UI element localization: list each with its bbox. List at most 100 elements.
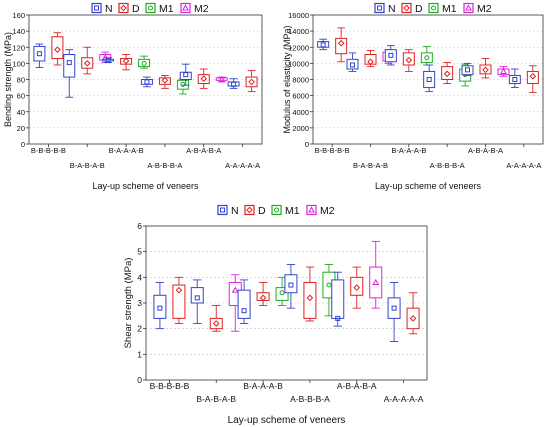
legend-item: N [374, 2, 396, 15]
box-body [197, 74, 210, 85]
box-mean-marker [54, 46, 61, 53]
box-body [461, 65, 474, 76]
box-mean-marker [218, 75, 226, 82]
y-tick-label: 1 [137, 349, 142, 359]
legend-label: M2 [194, 3, 209, 15]
box-mean-marker [175, 286, 183, 294]
box-body [479, 64, 492, 75]
legend-label: M2 [320, 205, 335, 217]
box-plot [237, 279, 251, 324]
y-tick-label: 120 [12, 43, 25, 52]
box-plot [190, 279, 204, 324]
box-plot [387, 282, 401, 342]
box-plot [479, 58, 492, 79]
y-tick-label: 2000 [292, 124, 309, 133]
box-body [179, 71, 192, 81]
box-plot [179, 63, 192, 86]
legend-marker [220, 207, 225, 213]
legend-swatch [244, 204, 255, 216]
box-mean-marker [465, 67, 470, 73]
x-tick-label: B-A-B-A-B [353, 161, 388, 170]
chart-legend: N D M1 M2 [91, 2, 209, 15]
legend-marker [274, 207, 279, 213]
box-plot [350, 266, 364, 309]
legend-item: M1 [145, 2, 174, 15]
box-body [387, 297, 401, 319]
legend-swatch [463, 2, 474, 14]
y-tick-label: 80 [17, 76, 25, 85]
chart-legend: N D M1 M2 [374, 2, 492, 15]
legend-marker [377, 5, 382, 11]
box-plot [176, 78, 189, 95]
box-plot [284, 264, 298, 309]
box-mean-marker [388, 52, 394, 58]
legend-swatch [91, 2, 102, 14]
box-plot [441, 62, 454, 84]
plot-frame [28, 14, 263, 145]
legend-swatch [271, 204, 282, 216]
box-plot [172, 276, 186, 324]
legend-label: D [258, 205, 266, 217]
x-axis-label: Lay-up scheme of veneers [92, 181, 199, 191]
legend-swatch [401, 2, 412, 14]
box-mean-marker [194, 295, 200, 301]
box-plot [140, 76, 153, 88]
box-mean-marker [337, 39, 345, 47]
box-body [346, 58, 359, 70]
y-tick-label: 10000 [288, 59, 309, 68]
y-tick-label: 40 [17, 108, 25, 117]
box-mean-marker [367, 58, 374, 66]
y-tick-label: 3 [137, 298, 142, 308]
box-plot [331, 271, 345, 327]
box-plot [197, 68, 210, 89]
legend-marker [120, 4, 127, 12]
box-mean-marker [248, 78, 255, 86]
box-plot [209, 305, 223, 332]
legend-swatch [118, 2, 129, 14]
box-plot [423, 64, 436, 93]
plot-frame [145, 225, 428, 381]
y-tick-label: 4000 [292, 108, 309, 117]
box-mean-marker [66, 60, 72, 66]
y-tick-label: 4 [137, 272, 142, 282]
box-plot [158, 75, 171, 89]
legend-item: M1 [428, 2, 457, 15]
box-body [190, 287, 204, 304]
box-mean-marker [180, 81, 186, 87]
box-mean-marker [144, 79, 150, 85]
box-plot [406, 292, 420, 335]
box-mean-marker [231, 81, 237, 87]
box-mean-marker [231, 286, 239, 293]
legend-item: M2 [463, 2, 492, 15]
box-plot [303, 266, 317, 322]
x-tick-label: B-A-A-A-B [391, 146, 426, 155]
box-body [237, 289, 251, 319]
box-plot [369, 240, 383, 309]
y-tick-label: 20 [17, 124, 25, 133]
box-plot [256, 282, 270, 307]
box-plot [215, 75, 228, 83]
box-body [245, 76, 258, 88]
legend-swatch [306, 204, 317, 216]
box-body [102, 58, 115, 62]
legend-item: N [91, 2, 113, 15]
box-mean-marker [83, 60, 91, 67]
box-body [138, 58, 151, 68]
legend-label: M1 [442, 3, 457, 15]
box-body [215, 77, 228, 81]
box-plot [508, 68, 521, 89]
legend-marker [94, 5, 99, 11]
box-mean-marker [500, 67, 507, 74]
x-tick-label: B-A-A-A-B [243, 381, 283, 391]
box-body [350, 276, 364, 296]
legend-marker [403, 4, 410, 12]
box-body [420, 52, 433, 64]
box-body [331, 279, 345, 319]
legend-label: N [105, 3, 113, 15]
legend-marker [182, 4, 189, 11]
legend-item: N [217, 204, 239, 217]
box-mean-marker [529, 72, 537, 80]
y-tick-label: 6000 [292, 92, 309, 101]
box-body [384, 49, 397, 63]
